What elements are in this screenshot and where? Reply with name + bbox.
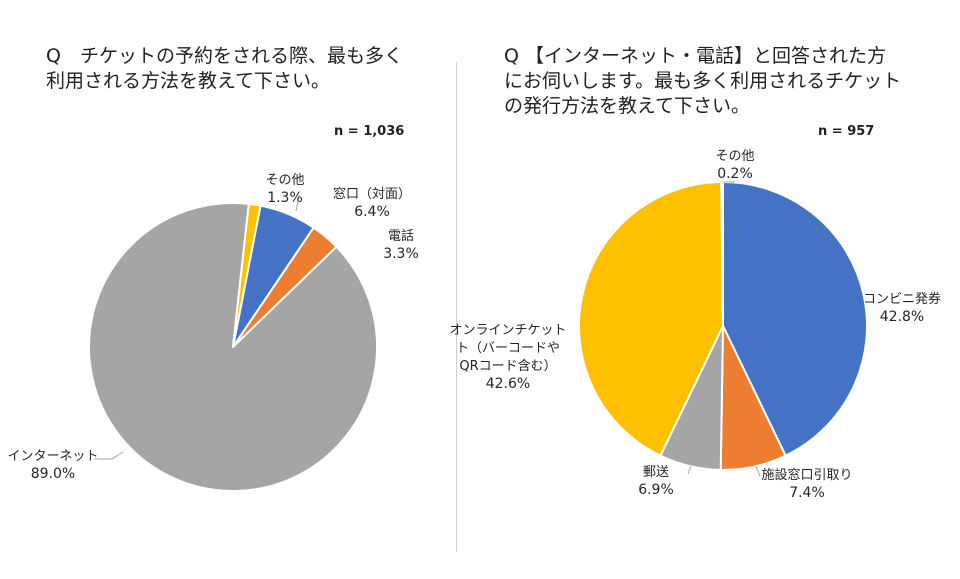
leader-line: [94, 451, 124, 460]
chart-2-title-line: Q 【インターネット・電話】と回答された方: [504, 45, 886, 67]
slice-category-label: その他: [265, 173, 304, 188]
slice-value-label: 0.2%: [717, 166, 753, 182]
chart-2-title-line: の発行方法を教えて下さい。: [504, 95, 751, 117]
slice-category-label: ト（バーコードや: [456, 341, 560, 356]
slice-category-label: その他: [715, 149, 754, 164]
pie-slice: [720, 180, 724, 327]
slice-category-label: 窓口（対面）: [333, 186, 411, 202]
pie-slice: [578, 181, 724, 457]
leader-line: [755, 465, 761, 477]
slice-category-label: QRコード含む）: [459, 358, 556, 374]
chart-2-sample-size: n = 957: [818, 124, 875, 139]
slice-category-label: オンラインチケット: [449, 323, 566, 338]
slice-value-label: 42.8%: [880, 309, 924, 325]
slice-category-label: インターネット: [7, 449, 98, 464]
slice-category-label: 郵送: [643, 465, 669, 480]
pie-slice: [232, 202, 262, 348]
slice-value-label: 6.4%: [354, 204, 390, 220]
chart-1-sample-size: n = 1,036: [334, 124, 405, 139]
slice-value-label: 6.9%: [638, 482, 674, 498]
pie-chart-1: 窓口（対面） 6.4% 電話 3.3% インターネット 89.0% その他 1.3%: [7, 173, 419, 493]
pie-chart-2: コンビニ発券 42.8% 施設窓口引取り 7.4% 郵送 6.9% オンラインチケットト（バ…: [449, 149, 941, 501]
pie-slice: [722, 181, 868, 457]
slice-value-label: 3.3%: [383, 246, 419, 262]
panel-divider: [456, 62, 457, 552]
chart-2-title: Q 【インターネット・電話】と回答された方 にお伺いします。最も多く利用されるチ…: [504, 44, 901, 119]
slice-category-label: 電話: [388, 228, 414, 244]
chart-2-title-line: にお伺いします。最も多く利用されるチケット: [504, 70, 902, 92]
slice-value-label: 89.0%: [31, 466, 75, 482]
slice-value-label: 42.6%: [486, 376, 530, 392]
chart-1-title-line: Q チケットの予約をされる際、最も多く: [46, 45, 403, 67]
leader-line: [295, 194, 300, 212]
slice-category-label: 施設窓口引取り: [761, 467, 852, 483]
slice-value-label: 1.3%: [267, 190, 303, 206]
chart-1-title-line: 利用される方法を教えて下さい。: [46, 70, 331, 92]
leader-line: [687, 465, 692, 475]
chart-1-title: Q チケットの予約をされる際、最も多く 利用される方法を教えて下さい。: [46, 44, 403, 94]
slice-value-label: 7.4%: [789, 485, 825, 501]
slice-category-label: コンビニ発券: [863, 291, 941, 307]
